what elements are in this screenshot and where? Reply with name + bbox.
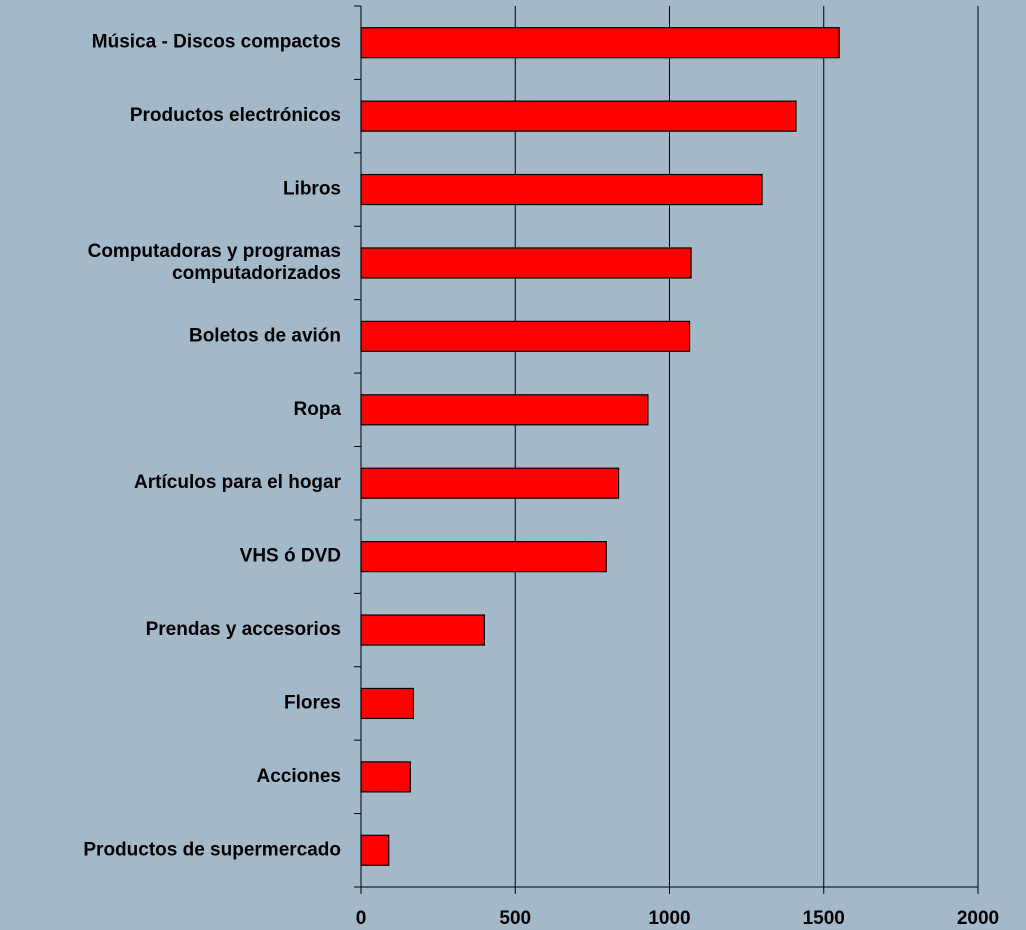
y-tick-label: Productos de supermercado	[83, 839, 341, 860]
bar	[360, 27, 840, 59]
bar	[360, 467, 620, 499]
y-tick-label: VHS ó DVD	[240, 546, 341, 567]
bar	[360, 687, 415, 720]
bar	[360, 541, 607, 573]
y-tick-label: Música - Discos compactos	[92, 32, 341, 53]
x-tick-label: 2000	[957, 908, 999, 929]
y-tick-label: Acciones	[257, 766, 341, 787]
bar	[360, 834, 390, 866]
bar	[360, 100, 797, 132]
y-tick-label: Computadoras y programas computadorizados	[88, 241, 341, 284]
bar	[360, 320, 691, 352]
x-tick-label: 0	[356, 908, 367, 929]
y-tick-label: Artículos para el hogar	[134, 472, 342, 493]
y-tick-label: Boletos de avión	[189, 325, 341, 346]
x-tick-label: 1500	[803, 908, 845, 929]
bar	[360, 614, 486, 646]
y-tick-label: Productos electrónicos	[130, 105, 341, 126]
x-tick-label: 1000	[648, 908, 690, 929]
bar	[360, 761, 411, 793]
y-tick-label: Prendas y accesorios	[146, 619, 341, 640]
y-tick-label: Libros	[283, 179, 341, 200]
bar	[360, 394, 649, 426]
x-tick-label: 500	[499, 908, 531, 929]
bar	[360, 247, 692, 279]
y-tick-label: Ropa	[294, 399, 342, 420]
y-tick-label: Flores	[284, 692, 341, 713]
bar	[360, 173, 763, 206]
